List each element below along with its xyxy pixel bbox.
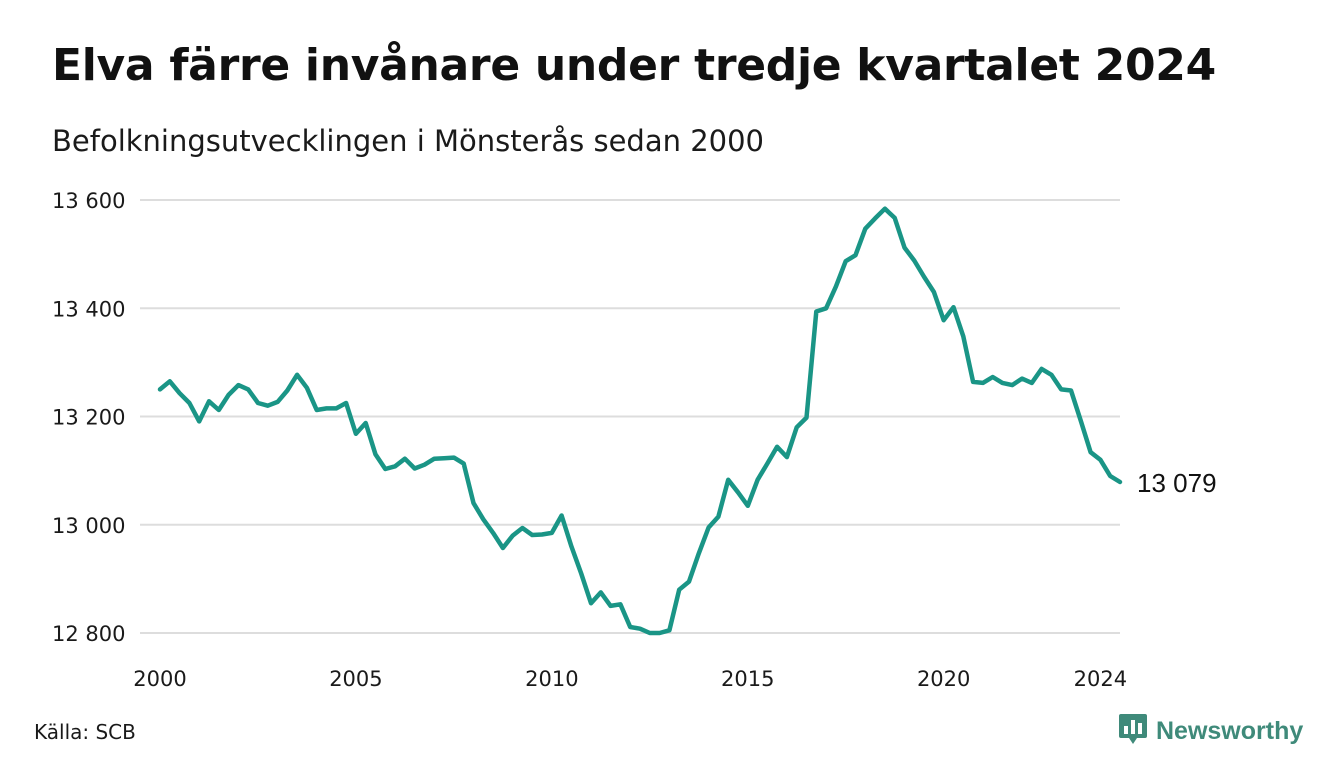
brand-name: Newsworthy <box>1156 716 1304 745</box>
y-tick-label: 13 200 <box>52 406 125 430</box>
x-tick-label: 2000 <box>133 667 186 691</box>
gridlines <box>140 199 1120 634</box>
x-tick-label: 2010 <box>525 667 578 691</box>
y-tick-label: 13 600 <box>52 189 125 213</box>
source-note: Källa: SCB <box>34 720 136 744</box>
x-tick-label: 2024 <box>1074 667 1127 691</box>
brand-logo[interactable]: Newsworthy <box>1118 713 1303 749</box>
y-tick-label: 12 800 <box>52 622 125 646</box>
last-value-label: 13 079 <box>1137 468 1217 498</box>
y-axis-labels: 12 800 13 000 13 200 13 400 13 600 <box>52 189 125 646</box>
x-tick-label: 2005 <box>329 667 382 691</box>
chart-title: Elva färre invånare under tredje kvartal… <box>52 40 1216 91</box>
x-tick-label: 2020 <box>917 667 970 691</box>
x-tick-label: 2015 <box>721 667 774 691</box>
series-layer <box>157 206 1123 636</box>
x-axis-labels: 2000 2005 2010 2015 2020 2024 <box>133 667 1127 691</box>
newsworthy-bar-chart-icon <box>1118 712 1148 750</box>
series-line-0 <box>157 206 1123 636</box>
y-tick-label: 13 000 <box>52 514 125 538</box>
y-tick-label: 13 400 <box>52 297 125 321</box>
chart-subtitle: Befolkningsutvecklingen i Mönsterås seda… <box>52 124 765 158</box>
